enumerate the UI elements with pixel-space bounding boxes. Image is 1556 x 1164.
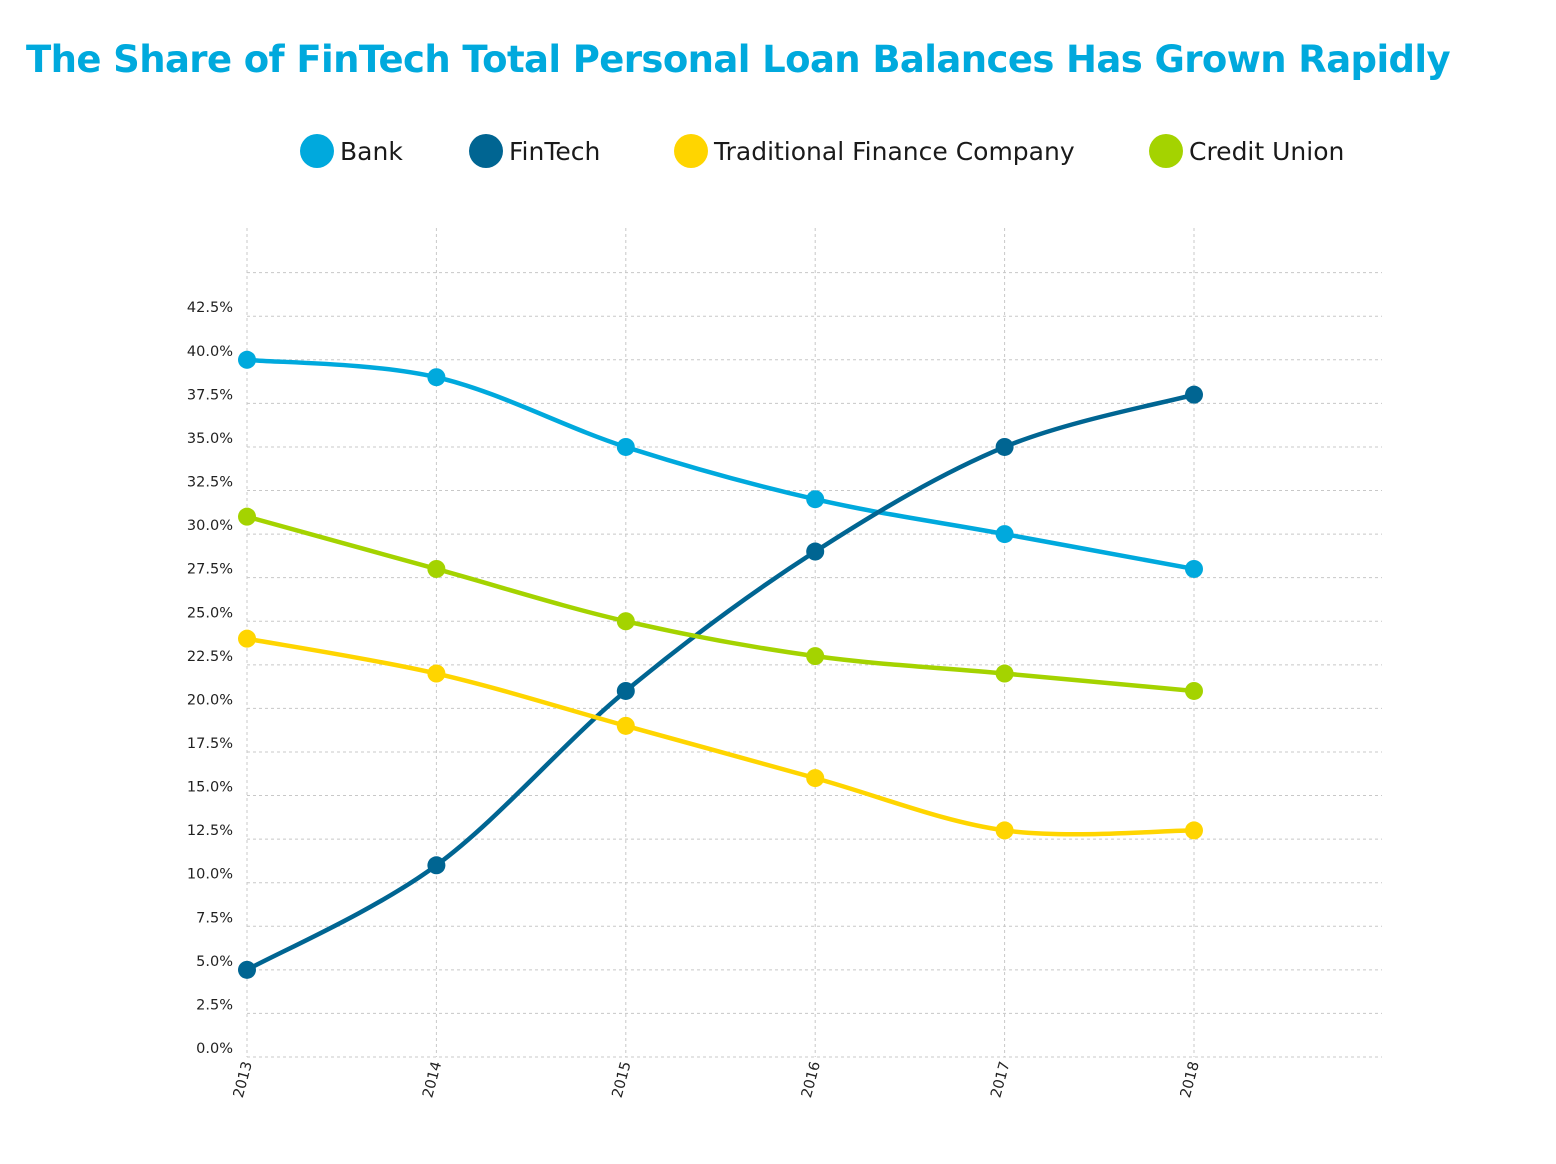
y-tick-label: 35.0% xyxy=(187,431,233,447)
data-point-fintech[interactable] xyxy=(1185,385,1203,404)
y-tick-label: 0.0% xyxy=(196,1041,233,1057)
y-tick-label: 40.0% xyxy=(187,344,233,360)
y-tick-label: 7.5% xyxy=(196,910,233,926)
legend-label-traditional-finance-company: Traditional Finance Company xyxy=(714,136,1075,166)
data-point-bank[interactable] xyxy=(616,437,635,456)
series-line-fintech xyxy=(244,392,1197,973)
legend-item-traditional-finance-company[interactable]: Traditional Finance Company xyxy=(674,131,1075,171)
data-point-bank[interactable] xyxy=(806,490,825,509)
data-point-traditional-finance-company[interactable] xyxy=(1185,821,1203,840)
y-tick-label: 42.5% xyxy=(187,300,233,316)
y-tick-label: 22.5% xyxy=(187,649,233,665)
data-point-bank[interactable] xyxy=(995,525,1014,544)
data-point-fintech[interactable] xyxy=(616,681,635,700)
data-point-fintech[interactable] xyxy=(238,960,256,979)
x-tick-label: 2013 xyxy=(231,1060,256,1100)
legend-item-bank[interactable]: Bank xyxy=(300,131,403,171)
y-tick-label: 15.0% xyxy=(187,780,233,796)
data-point-credit-union[interactable] xyxy=(427,559,446,578)
data-point-traditional-finance-company[interactable] xyxy=(806,769,825,788)
x-tick-label: 2017 xyxy=(988,1060,1013,1100)
chart-legend: Bank FinTech Traditional Finance Company… xyxy=(0,131,1556,171)
data-point-credit-union[interactable] xyxy=(1185,681,1203,700)
y-tick-label: 12.5% xyxy=(187,823,233,839)
y-tick-label: 25.0% xyxy=(187,605,233,621)
x-tick-label: 2016 xyxy=(799,1060,824,1100)
data-point-fintech[interactable] xyxy=(427,856,446,875)
data-point-traditional-finance-company[interactable] xyxy=(616,716,635,735)
y-tick-label: 10.0% xyxy=(187,867,233,883)
chart-grid xyxy=(246,228,1382,1058)
data-point-fintech[interactable] xyxy=(806,542,825,561)
y-axis-ticks: 0.0% 2.5% 5.0% 7.5% 10.0% 12.5% 15.0% 17.5% 20.0… xyxy=(187,300,233,1057)
chart-title: The Share of FinTech Total Personal Loan… xyxy=(26,38,1451,81)
legend-swatch-credit-union xyxy=(1149,134,1183,168)
x-axis-ticks: 2013 2014 2015 2016 2017 2018 xyxy=(231,1060,1203,1100)
series-line-traditional-finance-company xyxy=(244,636,1197,837)
data-point-traditional-finance-company[interactable] xyxy=(238,629,256,648)
y-tick-label: 37.5% xyxy=(187,387,233,403)
data-point-credit-union[interactable] xyxy=(616,612,635,631)
data-point-traditional-finance-company[interactable] xyxy=(995,821,1014,840)
y-tick-label: 30.0% xyxy=(187,518,233,534)
legend-item-credit-union[interactable]: Credit Union xyxy=(1149,131,1344,171)
data-point-credit-union[interactable] xyxy=(806,647,825,666)
legend-item-fintech[interactable]: FinTech xyxy=(469,131,600,171)
y-tick-label: 2.5% xyxy=(196,997,233,1013)
legend-label-bank: Bank xyxy=(340,136,403,166)
x-tick-label: 2018 xyxy=(1178,1060,1203,1100)
data-point-fintech[interactable] xyxy=(995,437,1014,456)
chart-series xyxy=(238,350,1203,979)
y-tick-label: 20.0% xyxy=(187,692,233,708)
legend-label-credit-union: Credit Union xyxy=(1189,136,1345,166)
y-tick-label: 5.0% xyxy=(196,954,233,970)
x-tick-label: 2014 xyxy=(420,1060,445,1100)
legend-swatch-fintech xyxy=(469,134,503,168)
legend-swatch-bank xyxy=(300,134,334,168)
y-tick-label: 17.5% xyxy=(187,736,233,752)
y-tick-label: 32.5% xyxy=(187,475,233,491)
legend-swatch-traditional-finance-company xyxy=(674,134,708,168)
data-point-bank[interactable] xyxy=(238,350,256,369)
data-point-traditional-finance-company[interactable] xyxy=(427,664,446,683)
y-tick-label: 27.5% xyxy=(187,562,233,578)
legend-label-fintech: FinTech xyxy=(509,136,601,166)
data-point-credit-union[interactable] xyxy=(995,664,1014,683)
series-line-credit-union xyxy=(244,514,1197,694)
x-tick-label: 2015 xyxy=(610,1060,635,1100)
data-point-bank[interactable] xyxy=(427,368,446,387)
data-point-credit-union[interactable] xyxy=(238,507,256,526)
data-point-bank[interactable] xyxy=(1185,559,1203,578)
series-line-bank xyxy=(244,357,1197,572)
